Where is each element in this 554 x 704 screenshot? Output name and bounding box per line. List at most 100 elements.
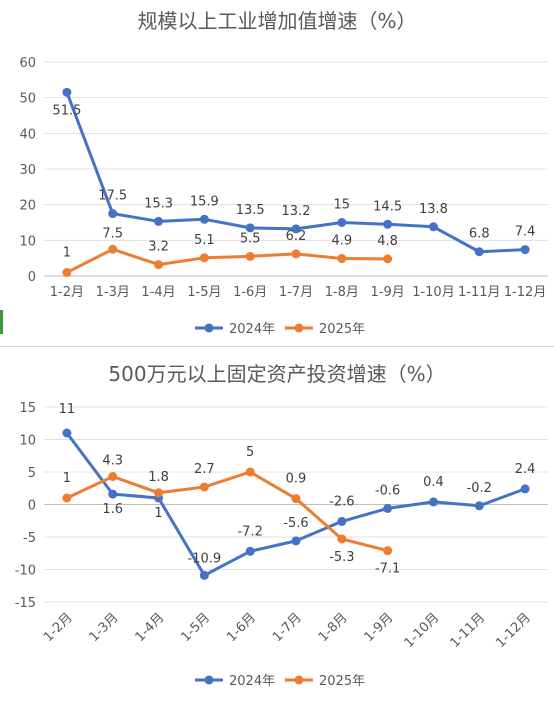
data-label: 2.7 (194, 462, 215, 477)
data-point (62, 267, 72, 277)
legend-entry: 2024年 (229, 674, 275, 689)
x-tick-label: 1-7月 (270, 610, 305, 645)
data-point (154, 216, 164, 226)
x-tick-label: 1-3月 (87, 610, 122, 645)
data-point (108, 472, 118, 482)
data-label: 13.2 (282, 204, 311, 219)
series-line (66, 470, 389, 553)
data-label: -5.3 (329, 550, 354, 565)
series-line (66, 247, 388, 274)
data-label: 14.5 (373, 199, 402, 214)
data-point (108, 244, 118, 254)
data-label: 5 (246, 445, 254, 460)
data-label: 6.2 (286, 229, 307, 244)
data-label: -10.9 (188, 551, 222, 566)
data-label: 2.4 (515, 462, 536, 477)
data-point (337, 218, 347, 227)
data-label: 13.5 (236, 203, 265, 218)
x-tick-label: 1-6月 (233, 285, 267, 300)
y-tick-label: 0 (28, 499, 36, 514)
y-tick-label: 30 (19, 163, 36, 178)
x-tick-label: 1-8月 (325, 285, 359, 300)
x-tick-label: 1-12月 (504, 285, 547, 300)
data-label: 11 (59, 402, 76, 417)
data-label: 15.9 (190, 194, 219, 209)
x-tick-label: 1-7月 (279, 285, 313, 300)
data-point (337, 254, 347, 264)
x-tick-label: 1-8月 (316, 610, 351, 645)
legend-marker (204, 323, 214, 333)
panel-edge-marker (0, 310, 3, 334)
x-tick-label: 1-10月 (402, 610, 443, 651)
data-label: -7.1 (375, 562, 400, 577)
data-point (428, 222, 438, 232)
data-label: 1.6 (102, 502, 123, 517)
data-point (474, 501, 484, 511)
data-point (199, 570, 209, 580)
industrial-growth-chart-panel: 规模以上工业增加值增速（%） 0 10 20 30 40 50 60 1-2月 1-3月 1-4月 1… (0, 0, 554, 347)
data-label: 13.8 (419, 202, 448, 217)
data-point (154, 488, 164, 498)
data-label: 1 (63, 471, 71, 486)
y-tick-label: -10 (15, 564, 36, 579)
data-label: 7.5 (102, 226, 123, 241)
legend-marker (294, 675, 304, 685)
x-tick-label: 1-9月 (371, 285, 405, 300)
x-tick-label: 1-3月 (96, 285, 130, 300)
data-point (245, 546, 255, 556)
y-tick-label: 60 (19, 56, 36, 71)
data-point (245, 223, 255, 233)
y-tick-label: -15 (15, 596, 36, 611)
data-label: -2.6 (329, 494, 354, 509)
legend-marker (294, 323, 304, 333)
chart-title: 规模以上工业增加值增速（%） (137, 9, 416, 33)
x-tick-label: 1-9月 (362, 610, 397, 645)
data-point (199, 214, 209, 224)
legend-entry: 2025年 (319, 322, 365, 337)
data-label: 7.4 (515, 225, 536, 240)
data-label: 4.8 (377, 234, 398, 249)
data-point (337, 534, 347, 544)
data-point (199, 253, 209, 263)
data-point (337, 516, 347, 526)
data-point (291, 224, 301, 234)
data-label: 0.9 (286, 472, 307, 487)
data-point (245, 467, 255, 477)
x-tick-label: 1-11月 (458, 285, 501, 300)
data-label: 15.3 (144, 196, 173, 211)
data-label: 0.4 (423, 475, 444, 490)
data-label: 5.1 (194, 233, 215, 248)
data-label: 4.9 (331, 234, 352, 249)
data-label: 1 (154, 506, 162, 521)
data-point (62, 428, 72, 438)
y-tick-label: 5 (28, 466, 36, 481)
data-point (520, 245, 530, 255)
data-point (245, 251, 255, 261)
x-tick-label: 1-12月 (493, 610, 534, 651)
investment-growth-chart-panel: 500万元以上固定资产投资增速（%） -15 -10 -5 0 5 10 15 1-2月 1-3月… (0, 348, 554, 704)
legend-entry: 2024年 (229, 322, 275, 337)
industrial-growth-chart: 规模以上工业增加值增速（%） 0 10 20 30 40 50 60 1-2月 1-3月 1-4月 1… (19, 9, 548, 337)
x-tick-label: 1-5月 (187, 285, 221, 300)
legend-entry: 2025年 (319, 674, 365, 689)
x-tick-label: 1-4月 (133, 610, 168, 645)
data-point (108, 209, 118, 219)
x-tick-label: 1-10月 (412, 285, 455, 300)
data-label: -0.2 (467, 481, 492, 496)
data-label: 3.2 (148, 240, 169, 255)
data-label: 51.5 (52, 103, 81, 118)
x-tick-label: 1-5月 (178, 610, 213, 645)
x-tick-label: 1-11月 (447, 610, 488, 651)
data-point (383, 254, 393, 264)
data-label: 6.8 (469, 227, 490, 242)
y-tick-label: 10 (19, 234, 36, 249)
data-point (62, 493, 72, 503)
legend-marker (204, 675, 214, 685)
data-point (520, 484, 530, 494)
data-point (291, 494, 301, 504)
data-point (199, 482, 209, 492)
y-tick-label: 50 (19, 92, 36, 107)
x-tick-label: 1-4月 (141, 285, 175, 300)
x-tick-label: 1-2月 (41, 610, 76, 645)
